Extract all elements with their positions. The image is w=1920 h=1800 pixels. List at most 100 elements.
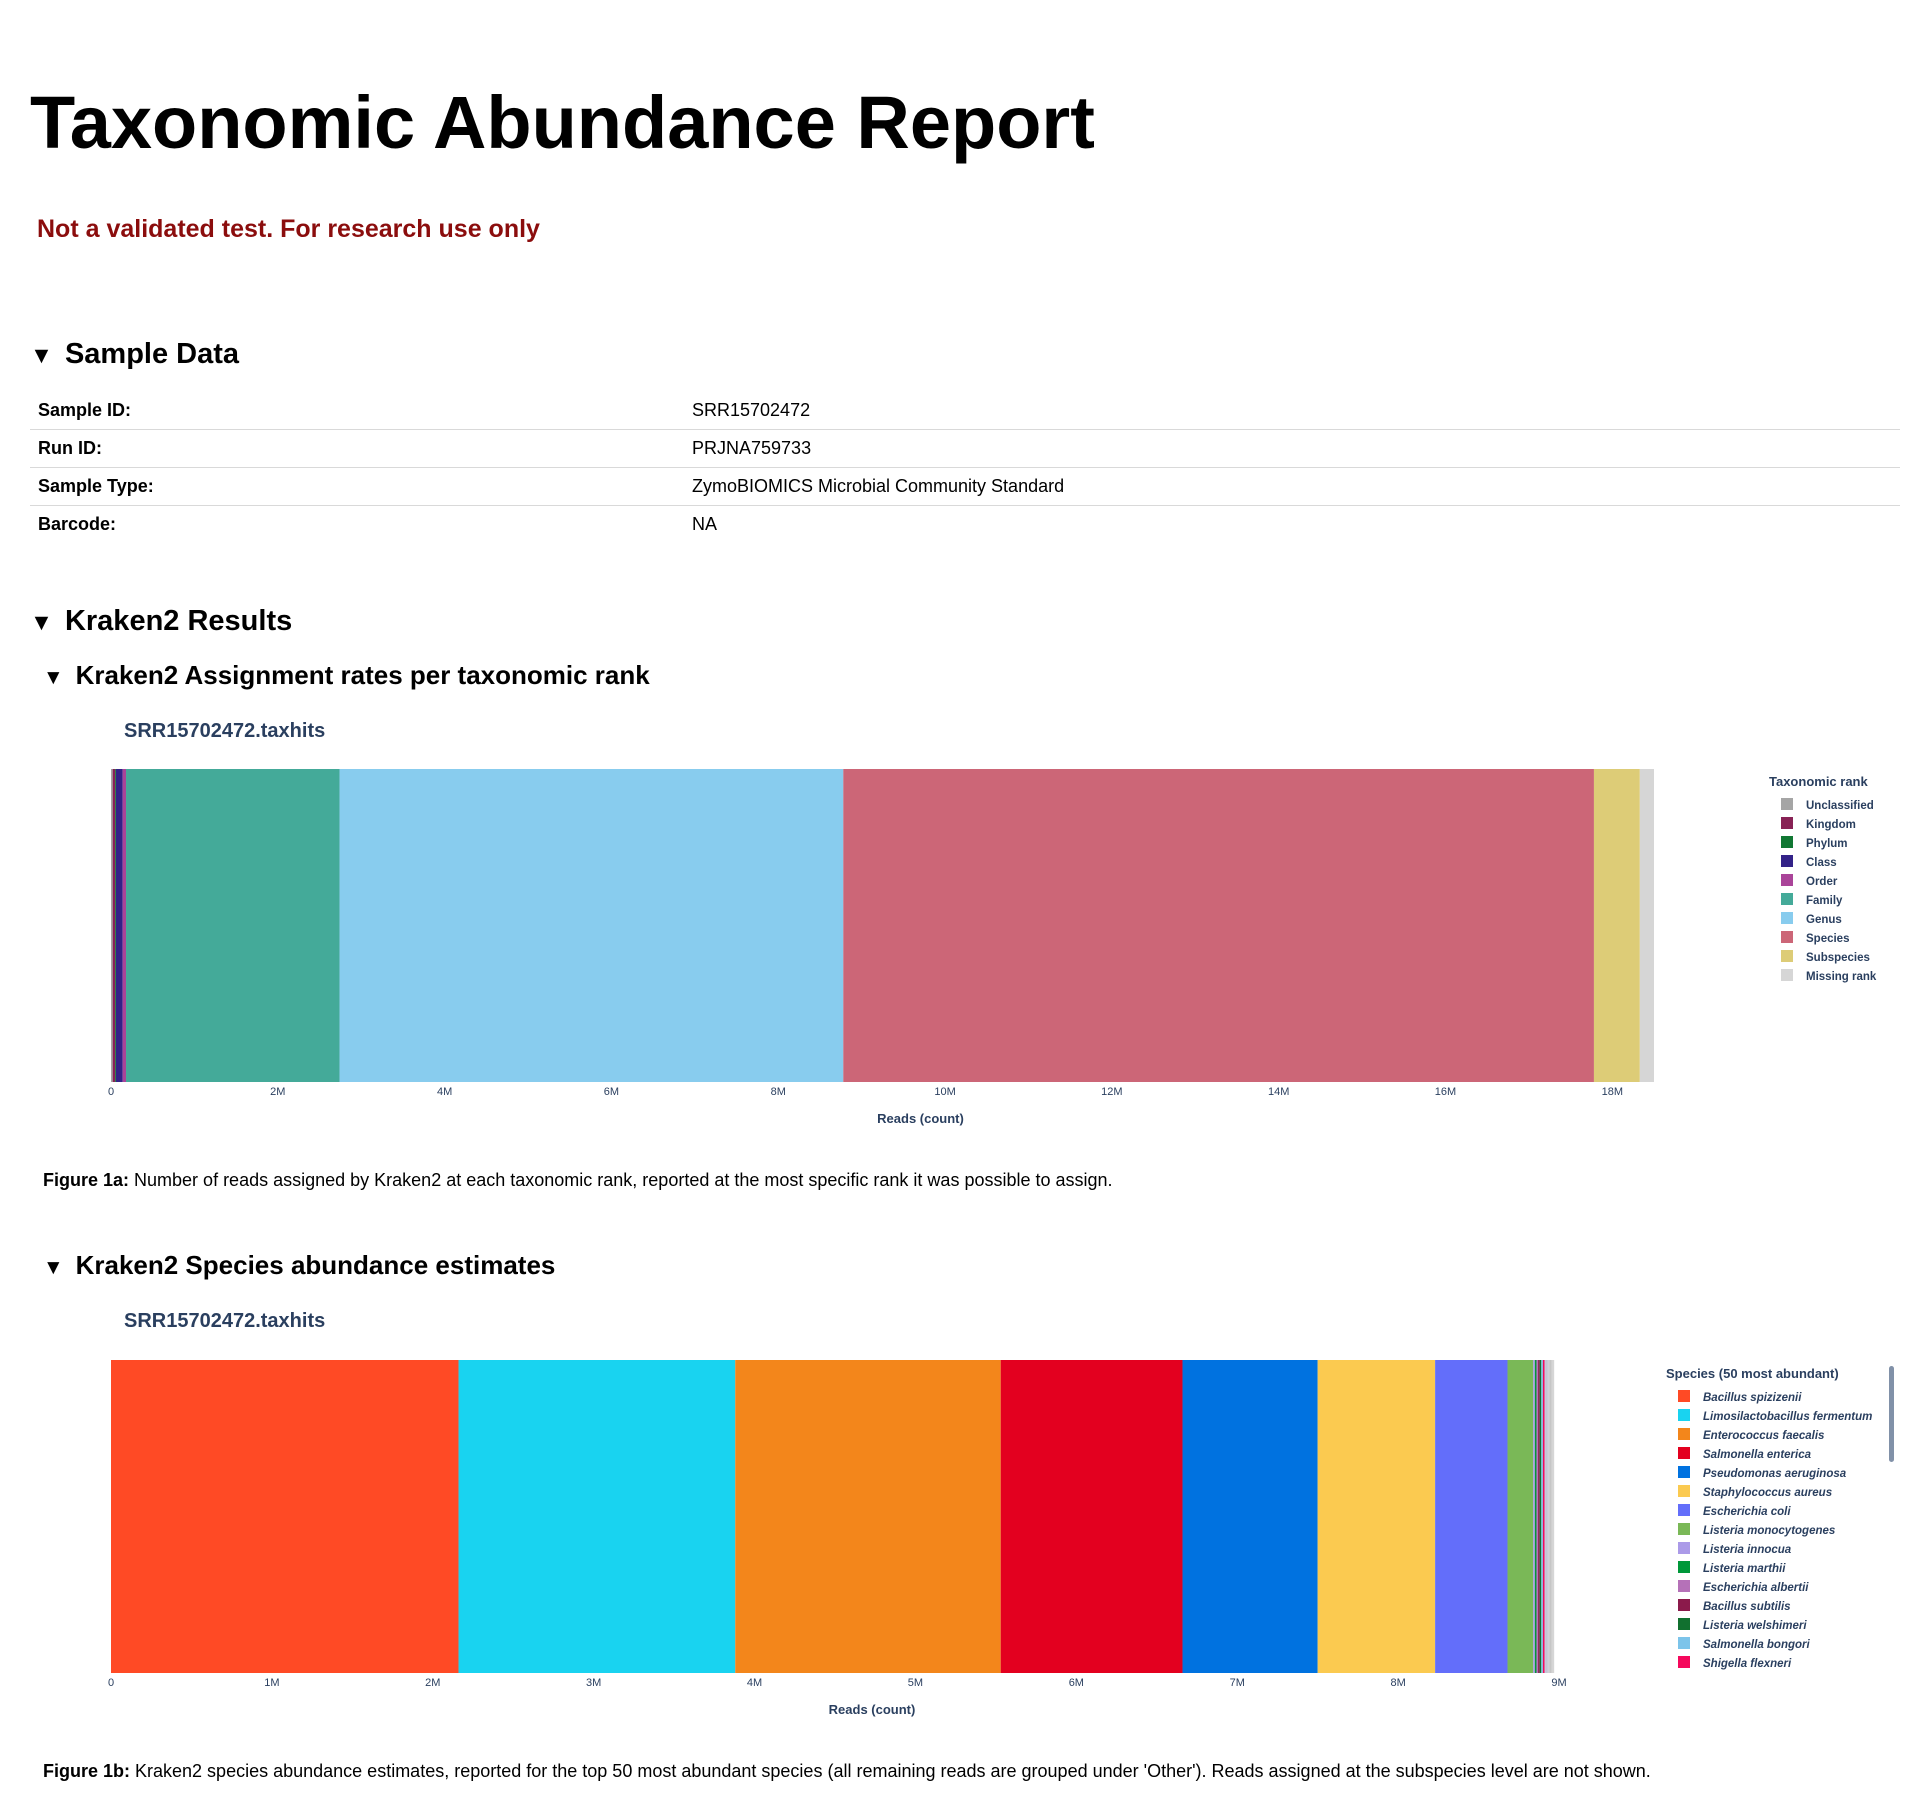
bar-segment-species[interactable]	[843, 769, 1594, 1082]
figure-1b-caption: Figure 1b: Kraken2 species abundance est…	[43, 1761, 1651, 1782]
bar-segment-other[interactable]	[1549, 1360, 1551, 1673]
legend-label-listeria-welshimeri[interactable]: Listeria welshimeri	[1703, 1620, 1807, 1632]
legend-label-enterococcus-faecalis[interactable]: Enterococcus faecalis	[1703, 1430, 1824, 1442]
legend-swatch-shigella-flexneri[interactable]	[1678, 1656, 1690, 1668]
legend-label-bacillus-subtilis[interactable]: Bacillus subtilis	[1703, 1601, 1791, 1613]
legend-swatch-subspecies[interactable]	[1781, 950, 1793, 962]
legend-label-unclassified[interactable]: Unclassified	[1806, 800, 1874, 812]
x-tick-label: 0	[108, 1677, 114, 1689]
bar-segment-unclassified[interactable]	[111, 769, 113, 1082]
bar-segment-salmonella-bongori[interactable]	[1541, 1360, 1543, 1673]
barcode-label: Barcode:	[38, 514, 117, 534]
bar-segment-phylum[interactable]	[115, 769, 117, 1082]
sample-data-heading: Sample Data	[64, 338, 240, 370]
x-tick-label: 12M	[1101, 1086, 1122, 1098]
legend-swatch-listeria-welshimeri[interactable]	[1678, 1618, 1690, 1630]
bar-segment-other[interactable]	[1550, 1360, 1553, 1673]
sample-type-value: ZymoBIOMICS Microbial Community Standard	[684, 467, 1900, 506]
legend-swatch-salmonella-enterica[interactable]	[1678, 1447, 1690, 1459]
legend-label-listeria-marthii[interactable]: Listeria marthii	[1703, 1563, 1786, 1575]
legend-swatch-listeria-monocytogenes[interactable]	[1678, 1523, 1690, 1535]
bar-segment-listeria-welshimeri[interactable]	[1539, 1360, 1542, 1673]
bar-segment-other[interactable]	[1544, 1360, 1547, 1673]
legend-swatch-enterococcus-faecalis[interactable]	[1678, 1428, 1690, 1440]
legend-label-escherichia-coli[interactable]: Escherichia coli	[1703, 1506, 1791, 1518]
legend-swatch-listeria-marthii[interactable]	[1678, 1561, 1690, 1573]
legend-label-staphylococcus-aureus[interactable]: Staphylococcus aureus	[1703, 1487, 1832, 1499]
legend-swatch-salmonella-bongori[interactable]	[1678, 1637, 1690, 1649]
bar-segment-missing-rank[interactable]	[1639, 769, 1654, 1082]
bar-segment-enterococcus-faecalis[interactable]	[735, 1360, 1001, 1673]
legend-label-genus[interactable]: Genus	[1806, 914, 1842, 926]
rank-stacked-bar-chart: 0 2M 4M 6M 8M 10M 12M 14M 16M 18M Reads (count) Tax…	[108, 769, 1877, 1126]
bar-segment-order[interactable]	[122, 769, 127, 1082]
legend-swatch-unclassified[interactable]	[1781, 798, 1793, 810]
legend-scrollbar[interactable]	[1889, 1366, 1894, 1462]
bar-segment-listeria-monocytogenes[interactable]	[1507, 1360, 1534, 1673]
legend-swatch-bacillus-subtilis[interactable]	[1678, 1599, 1690, 1611]
legend-swatch-phylum[interactable]	[1781, 836, 1793, 848]
legend-label-phylum[interactable]: Phylum	[1806, 838, 1848, 850]
bar-segment-other[interactable]	[1546, 1360, 1548, 1673]
legend-label-species[interactable]: Species	[1806, 933, 1849, 945]
assignment-rates-subsection-toggle[interactable]: ▼ Kraken2 Assignment rates per taxonomic …	[43, 660, 650, 691]
legend-label-shigella-flexneri[interactable]: Shigella flexneri	[1703, 1658, 1792, 1670]
legend-label-subspecies[interactable]: Subspecies	[1806, 952, 1870, 964]
legend-swatch-missing-rank[interactable]	[1781, 969, 1793, 981]
legend-swatch-species[interactable]	[1781, 931, 1793, 943]
bar-segment-escherichia-coli[interactable]	[1435, 1360, 1508, 1673]
x-tick-label: 4M	[437, 1086, 452, 1098]
bar-segment-kingdom[interactable]	[112, 769, 116, 1082]
legend-label-listeria-monocytogenes[interactable]: Listeria monocytogenes	[1703, 1525, 1835, 1537]
legend-label-salmonella-enterica[interactable]: Salmonella enterica	[1703, 1449, 1812, 1461]
bar-segment-class[interactable]	[116, 769, 123, 1082]
legend-swatch-staphylococcus-aureus[interactable]	[1678, 1485, 1690, 1497]
legend-label-limosilactobacillus-fermentum[interactable]: Limosilactobacillus fermentum	[1703, 1411, 1872, 1423]
bar-segment-salmonella-enterica[interactable]	[1000, 1360, 1183, 1673]
legend-label-pseudomonas-aeruginosa[interactable]: Pseudomonas aeruginosa	[1703, 1468, 1847, 1480]
table-row: Sample Type: ZymoBIOMICS Microbial Commu…	[30, 467, 1900, 506]
legend-swatch-limosilactobacillus-fermentum[interactable]	[1678, 1409, 1690, 1421]
bar-segment-bacillus-spizizenii[interactable]	[111, 1360, 459, 1673]
bar-segment-other[interactable]	[1547, 1360, 1550, 1673]
legend-swatch-escherichia-albertii[interactable]	[1678, 1580, 1690, 1592]
bar-segment-staphylococcus-aureus[interactable]	[1317, 1360, 1436, 1673]
legend-swatch-listeria-innocua[interactable]	[1678, 1542, 1690, 1554]
bar-segment-pseudomonas-aeruginosa[interactable]	[1182, 1360, 1318, 1673]
legend-label-listeria-innocua[interactable]: Listeria innocua	[1703, 1544, 1792, 1556]
legend-label-bacillus-spizizenii[interactable]: Bacillus spizizenii	[1703, 1392, 1802, 1404]
figure-1a-caption: Figure 1a: Number of reads assigned by K…	[43, 1170, 1113, 1191]
sample-id-label: Sample ID:	[30, 392, 684, 430]
x-tick-label: 4M	[747, 1677, 762, 1689]
legend-label-kingdom[interactable]: Kingdom	[1806, 819, 1856, 831]
legend-swatch-pseudomonas-aeruginosa[interactable]	[1678, 1466, 1690, 1478]
barcode-value: NA	[692, 514, 718, 534]
bar-segment-listeria-innocua[interactable]	[1533, 1360, 1535, 1673]
bar-segment-other[interactable]	[1552, 1360, 1555, 1673]
legend-swatch-genus[interactable]	[1781, 912, 1793, 924]
bar-segment-bacillus-subtilis[interactable]	[1538, 1360, 1540, 1673]
legend-swatch-kingdom[interactable]	[1781, 817, 1793, 829]
legend-label-salmonella-bongori[interactable]: Salmonella bongori	[1703, 1639, 1811, 1651]
bar-segment-limosilactobacillus-fermentum[interactable]	[458, 1360, 736, 1673]
species-abundance-subsection-toggle[interactable]: ▼ Kraken2 Species abundance estimates	[43, 1250, 555, 1281]
bar-segment-genus[interactable]	[339, 769, 844, 1082]
bar-segment-shigella-flexneri[interactable]	[1542, 1360, 1545, 1673]
legend-swatch-class[interactable]	[1781, 855, 1793, 867]
bar-segment-subspecies[interactable]	[1593, 769, 1640, 1082]
legend-label-escherichia-albertii[interactable]: Escherichia albertii	[1703, 1582, 1809, 1594]
legend-label-class[interactable]: Class	[1806, 857, 1837, 869]
legend-swatch-bacillus-spizizenii[interactable]	[1678, 1390, 1690, 1402]
sample-data-section-toggle[interactable]: ▼ Sample Data	[30, 338, 239, 371]
kraken2-results-section-toggle[interactable]: ▼ Kraken2 Results	[30, 605, 292, 638]
legend-swatch-family[interactable]	[1781, 893, 1793, 905]
species-stacked-bar-chart: 0 1M 2M 3M 4M 5M 6M 7M 8M 9M Reads (count) Species …	[108, 1360, 1872, 1717]
bar-segment-listeria-marthii[interactable]	[1534, 1360, 1537, 1673]
legend-label-missing-rank[interactable]: Missing rank	[1806, 971, 1877, 983]
bar-segment-family[interactable]	[126, 769, 340, 1082]
legend-label-order[interactable]: Order	[1806, 876, 1838, 888]
legend-swatch-escherichia-coli[interactable]	[1678, 1504, 1690, 1516]
legend-label-family[interactable]: Family	[1806, 895, 1843, 907]
legend-swatch-order[interactable]	[1781, 874, 1793, 886]
bar-segment-escherichia-albertii[interactable]	[1536, 1360, 1539, 1673]
